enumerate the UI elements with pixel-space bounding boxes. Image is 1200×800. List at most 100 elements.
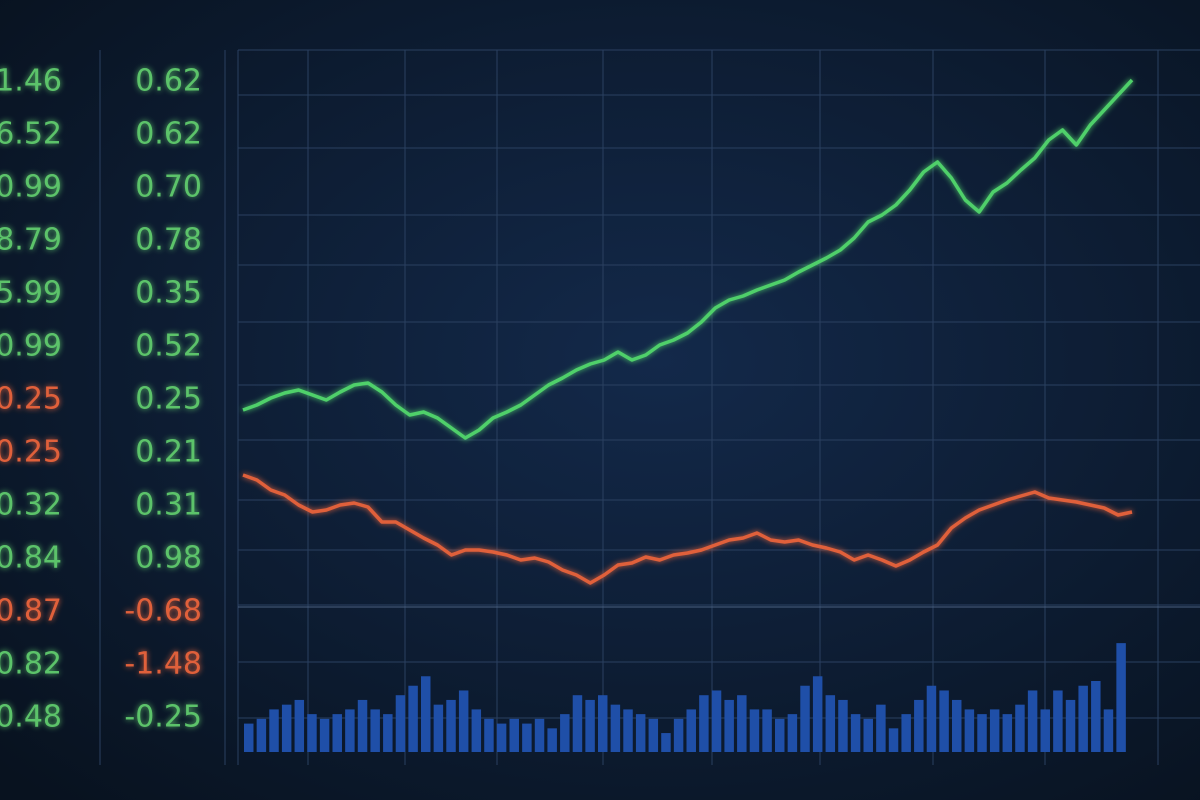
volume-bar	[458, 690, 469, 752]
volume-bar	[1065, 699, 1076, 752]
quote-value: 0.62	[135, 117, 202, 152]
quote-value: 0.78	[135, 223, 202, 258]
volume-bar	[585, 699, 595, 752]
quote-value: 0.25	[0, 382, 62, 417]
grid	[99, 49, 1200, 765]
volume-bar	[357, 699, 368, 752]
volume-bar	[408, 685, 418, 752]
volume-bar	[812, 676, 823, 752]
quote-value: 0.21	[135, 435, 202, 470]
volume-bar	[939, 690, 949, 752]
watchlist: 1.46 6.52 0.99 8.79 5.99 0.99 0.25 0.25 0.32 0.84…	[0, 64, 202, 735]
volume-bar	[1091, 681, 1101, 752]
volume-bar	[661, 733, 671, 752]
volume-bar	[749, 709, 760, 752]
volume-bar	[509, 718, 519, 752]
volume-bar	[345, 709, 355, 752]
volume-bar	[610, 704, 621, 752]
volume-bar	[623, 709, 633, 752]
volume-bar	[433, 704, 444, 752]
volume-bar	[370, 709, 380, 752]
volume-bar	[534, 718, 545, 752]
volume-bar	[914, 699, 924, 752]
volume-bar	[838, 699, 848, 752]
volume-bar	[471, 709, 482, 752]
volume-bar	[989, 709, 1000, 752]
quote-value: 1.46	[0, 64, 62, 99]
volume-bar	[496, 723, 507, 752]
volume-bar	[926, 685, 937, 752]
volume-bar	[648, 718, 659, 752]
volume-bar	[635, 714, 646, 752]
volume-bar	[395, 695, 406, 752]
quote-value: 0.99	[0, 329, 62, 364]
volume-bar	[964, 709, 975, 752]
quote-value: 0.84	[0, 541, 62, 576]
volume-bar	[560, 714, 570, 752]
quote-value: 0.25	[135, 382, 202, 417]
chart	[242, 78, 1134, 752]
volume-bar	[876, 704, 886, 752]
volume-bar	[1053, 690, 1063, 752]
volume-bar	[281, 704, 292, 752]
volume-bar	[1040, 709, 1050, 752]
volume-bar	[319, 718, 330, 752]
volume-bar	[332, 714, 342, 752]
quote-value: 5.99	[0, 276, 62, 311]
volume-bar	[522, 723, 532, 752]
volume-bar	[446, 699, 456, 752]
volume-bar	[1027, 690, 1038, 752]
volume-bar	[711, 690, 722, 752]
volume-bar	[787, 714, 798, 752]
volume-bar	[901, 714, 911, 752]
quote-value: 6.52	[0, 117, 62, 152]
volume-bar	[850, 714, 861, 752]
volume-bar	[888, 728, 899, 752]
volume-bar	[307, 714, 317, 752]
volume-bar	[1015, 704, 1025, 752]
price-line	[242, 473, 1133, 585]
quote-value: 0.31	[135, 488, 202, 523]
volume-bar	[572, 695, 583, 752]
volume-bar	[421, 676, 431, 752]
quote-value: 0.52	[135, 329, 202, 364]
quote-value: 0.35	[135, 276, 202, 311]
volume-bar	[547, 728, 557, 752]
volume-bar	[686, 709, 696, 752]
quote-value: 0.62	[135, 64, 202, 99]
quote-value: 0.32	[0, 488, 62, 523]
quote-value: 0.99	[0, 170, 62, 205]
quote-value: 0.48	[0, 700, 62, 735]
quote-value: 0.82	[0, 647, 62, 682]
quote-value: 8.79	[0, 223, 62, 258]
volume-bar	[762, 709, 772, 752]
volume-bar	[244, 723, 254, 752]
quote-value: -0.25	[124, 700, 202, 735]
volume-bar	[1078, 685, 1088, 752]
volume-bar	[269, 709, 279, 752]
volume-bar	[484, 718, 494, 752]
volume-bar	[598, 695, 608, 752]
volume-bar	[952, 699, 962, 752]
volume-bar	[825, 695, 836, 752]
quote-value: 0.70	[135, 170, 202, 205]
volume-bar	[1116, 643, 1126, 752]
volume-bar	[977, 714, 987, 752]
volume-bar	[673, 718, 684, 752]
price-line	[242, 78, 1134, 440]
quote-value: 0.25	[0, 435, 62, 470]
volume-bar	[1103, 709, 1114, 752]
volume-bar	[294, 699, 305, 752]
quote-value: 0.87	[0, 594, 62, 629]
volume-bar	[724, 699, 734, 752]
volume-bar	[737, 695, 747, 752]
volume-bar	[383, 714, 393, 752]
volume-bar	[256, 718, 267, 752]
volume-bar	[1002, 714, 1013, 752]
volume-bar	[699, 695, 709, 752]
volume-bar	[775, 718, 785, 752]
quote-value: -1.48	[124, 647, 202, 682]
volume-bar	[800, 685, 810, 752]
